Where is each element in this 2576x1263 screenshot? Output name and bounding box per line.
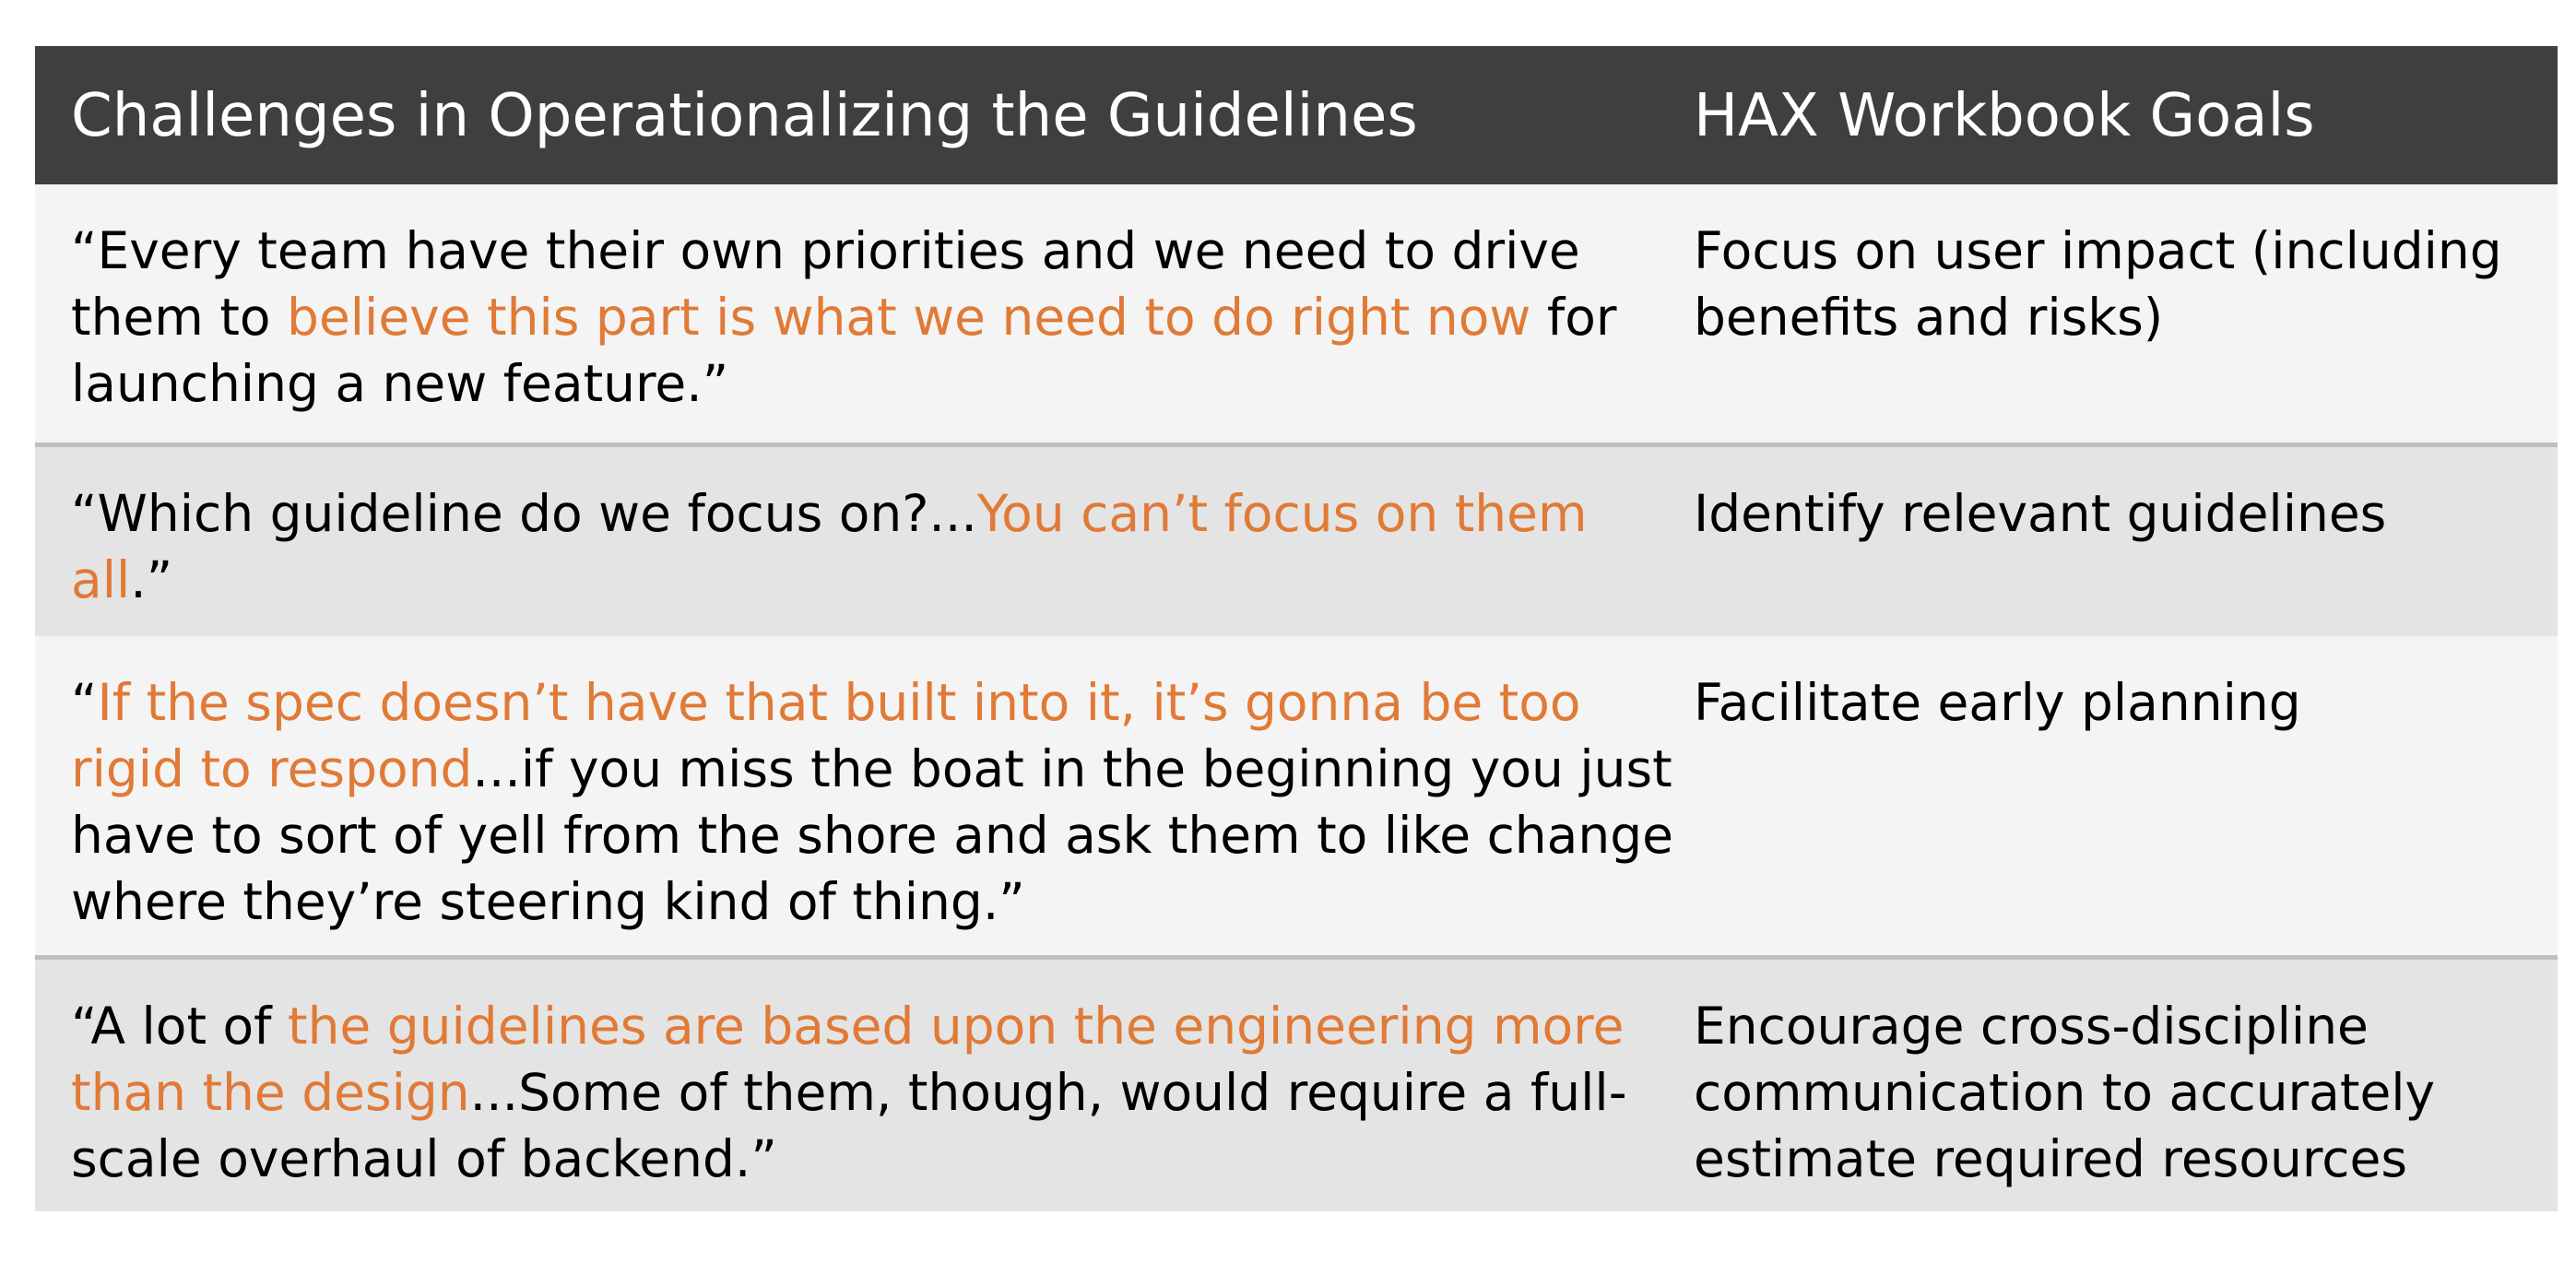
quote-text: for launching a new feature.” <box>71 288 1617 413</box>
quote-highlight: If the spec doesn’t have that built into… <box>71 673 1581 798</box>
challenge-quote: “If the spec doesn’t have that built int… <box>35 669 1694 955</box>
table-header: Challenges in Operationalizing the Guide… <box>35 46 2558 184</box>
header-challenges: Challenges in Operationalizing the Guide… <box>71 82 1418 150</box>
challenge-quote: “A lot of the guidelines are based upon … <box>35 993 1694 1211</box>
table-row: “A lot of the guidelines are based upon … <box>35 955 2558 1211</box>
quote-text: ...Some of them, though, would require a… <box>71 1063 1627 1188</box>
quote-highlight: the guidelines are based upon the engine… <box>71 997 1625 1122</box>
table-row: “Which guideline do we focus on?...You c… <box>35 443 2558 636</box>
challenge-quote: “Every team have their own priorities an… <box>35 218 1694 443</box>
workbook-goal: Facilitate early planning <box>1694 673 2301 732</box>
challenge-quote: “Which guideline do we focus on?...You c… <box>35 480 1694 636</box>
quote-text: “Every team have their own priorities an… <box>71 221 1580 347</box>
quote-text: “A lot of <box>71 997 288 1056</box>
quote-text: ...if you miss the boat in the beginning… <box>71 739 1673 931</box>
table-row: “If the spec doesn’t have that built int… <box>35 636 2558 955</box>
workbook-goal: Encourage cross-discipline communication… <box>1694 997 2436 1188</box>
quote-text: “ <box>71 673 98 732</box>
quote-highlight: believe this part is what we need to do … <box>287 288 1531 347</box>
quote-text: “Which guideline do we focus on?... <box>71 484 977 543</box>
comparison-table: Challenges in Operationalizing the Guide… <box>35 46 2558 1211</box>
workbook-goal: Identify relevant guidelines <box>1694 484 2387 543</box>
quote-text: .” <box>130 550 173 609</box>
workbook-goal: Focus on user impact (including benefits… <box>1694 221 2502 347</box>
quote-highlight: You can’t focus on them all <box>71 484 1588 609</box>
header-goals: HAX Workbook Goals <box>1694 82 2315 150</box>
table-row: “Every team have their own priorities an… <box>35 184 2558 443</box>
